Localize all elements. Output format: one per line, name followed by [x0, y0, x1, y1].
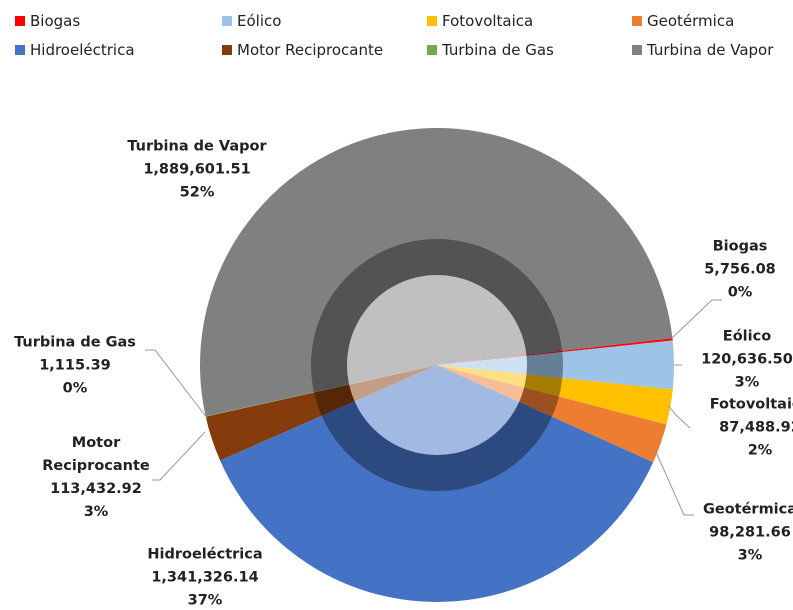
legend-label: Turbina de Vapor — [647, 41, 774, 59]
label-value: 113,432.92 — [50, 481, 142, 497]
legend-swatch — [222, 16, 232, 26]
label-value: 1,341,326.14 — [151, 569, 259, 586]
legend-swatch — [15, 45, 25, 55]
legend-item: Turbina de Gas — [427, 41, 554, 59]
legend-item: Hidroeléctrica — [15, 41, 135, 59]
label-percent: 0% — [62, 380, 88, 397]
pie-slice — [437, 340, 674, 390]
legend-item: Turbina de Vapor — [632, 41, 773, 59]
label-percent: 2% — [747, 442, 773, 459]
legend-swatch — [15, 16, 25, 26]
label-category: Geotérmica — [702, 501, 793, 518]
data-label: Hidroeléctrica 1,341,326.14 37% — [147, 544, 262, 610]
data-label: Motor Reciprocante 113,432.92 3% — [31, 432, 161, 524]
legend-label: Eólico — [237, 12, 282, 30]
legend-label: Geotérmica — [647, 12, 735, 30]
label-value: 98,281.66 — [709, 524, 791, 541]
data-label: Fotovoltaica 87,488.92 2% — [710, 394, 793, 463]
leader-line — [655, 451, 694, 516]
data-label: Turbina de Vapor 1,889,601.51 52% — [127, 136, 266, 205]
legend-label: Fotovoltaica — [442, 12, 534, 30]
legend-label: Biogas — [30, 12, 81, 30]
leader-line — [152, 431, 206, 481]
pie-slice — [199, 127, 673, 417]
label-percent: 3% — [734, 374, 760, 391]
data-label: Geotérmica 98,281.66 3% — [703, 499, 793, 568]
label-category: Biogas — [712, 238, 768, 255]
label-percent: 0% — [727, 284, 753, 301]
label-category: Fotovoltaica — [709, 396, 793, 413]
inner-highlight — [347, 275, 527, 455]
label-category: Turbina de Gas — [14, 334, 136, 351]
leader-line — [145, 349, 208, 419]
label-category: Motor Reciprocante — [42, 435, 150, 474]
label-category: Eólico — [722, 328, 772, 345]
label-value: 1,115.39 — [39, 357, 111, 374]
legend-item: Biogas — [15, 12, 80, 30]
legend-swatch — [427, 45, 437, 55]
legend-swatch — [222, 45, 232, 55]
label-value: 1,889,601.51 — [143, 161, 251, 178]
label-value: 87,488.92 — [719, 419, 793, 436]
legend-label: Turbina de Gas — [442, 41, 554, 59]
legend-item: Fotovoltaica — [427, 12, 533, 30]
label-value: 120,636.50 — [701, 351, 793, 368]
label-category: Hidroeléctrica — [147, 546, 263, 563]
data-label: Turbina de Gas 1,115.39 0% — [14, 332, 136, 401]
legend-item: Motor Reciprocante — [222, 41, 383, 59]
pie-slice — [220, 365, 654, 602]
leader-line — [667, 404, 691, 429]
leader-line — [671, 299, 722, 339]
legend-item: Geotérmica — [632, 12, 734, 30]
label-category: Turbina de Vapor — [127, 138, 267, 155]
legend-swatch — [632, 16, 642, 26]
label-percent: 37% — [187, 592, 223, 609]
label-percent: 3% — [737, 547, 763, 564]
legend-label: Hidroeléctrica — [30, 41, 135, 59]
label-percent: 3% — [83, 504, 109, 520]
legend-label: Motor Reciprocante — [237, 41, 384, 59]
label-percent: 52% — [179, 184, 215, 201]
legend-swatch — [632, 45, 642, 55]
legend-item: Eólico — [222, 12, 281, 30]
legend-swatch — [427, 16, 437, 26]
label-value: 5,756.08 — [704, 261, 776, 278]
data-label: Eólico 120,636.50 3% — [701, 326, 793, 395]
data-label: Biogas 5,756.08 0% — [704, 236, 776, 305]
